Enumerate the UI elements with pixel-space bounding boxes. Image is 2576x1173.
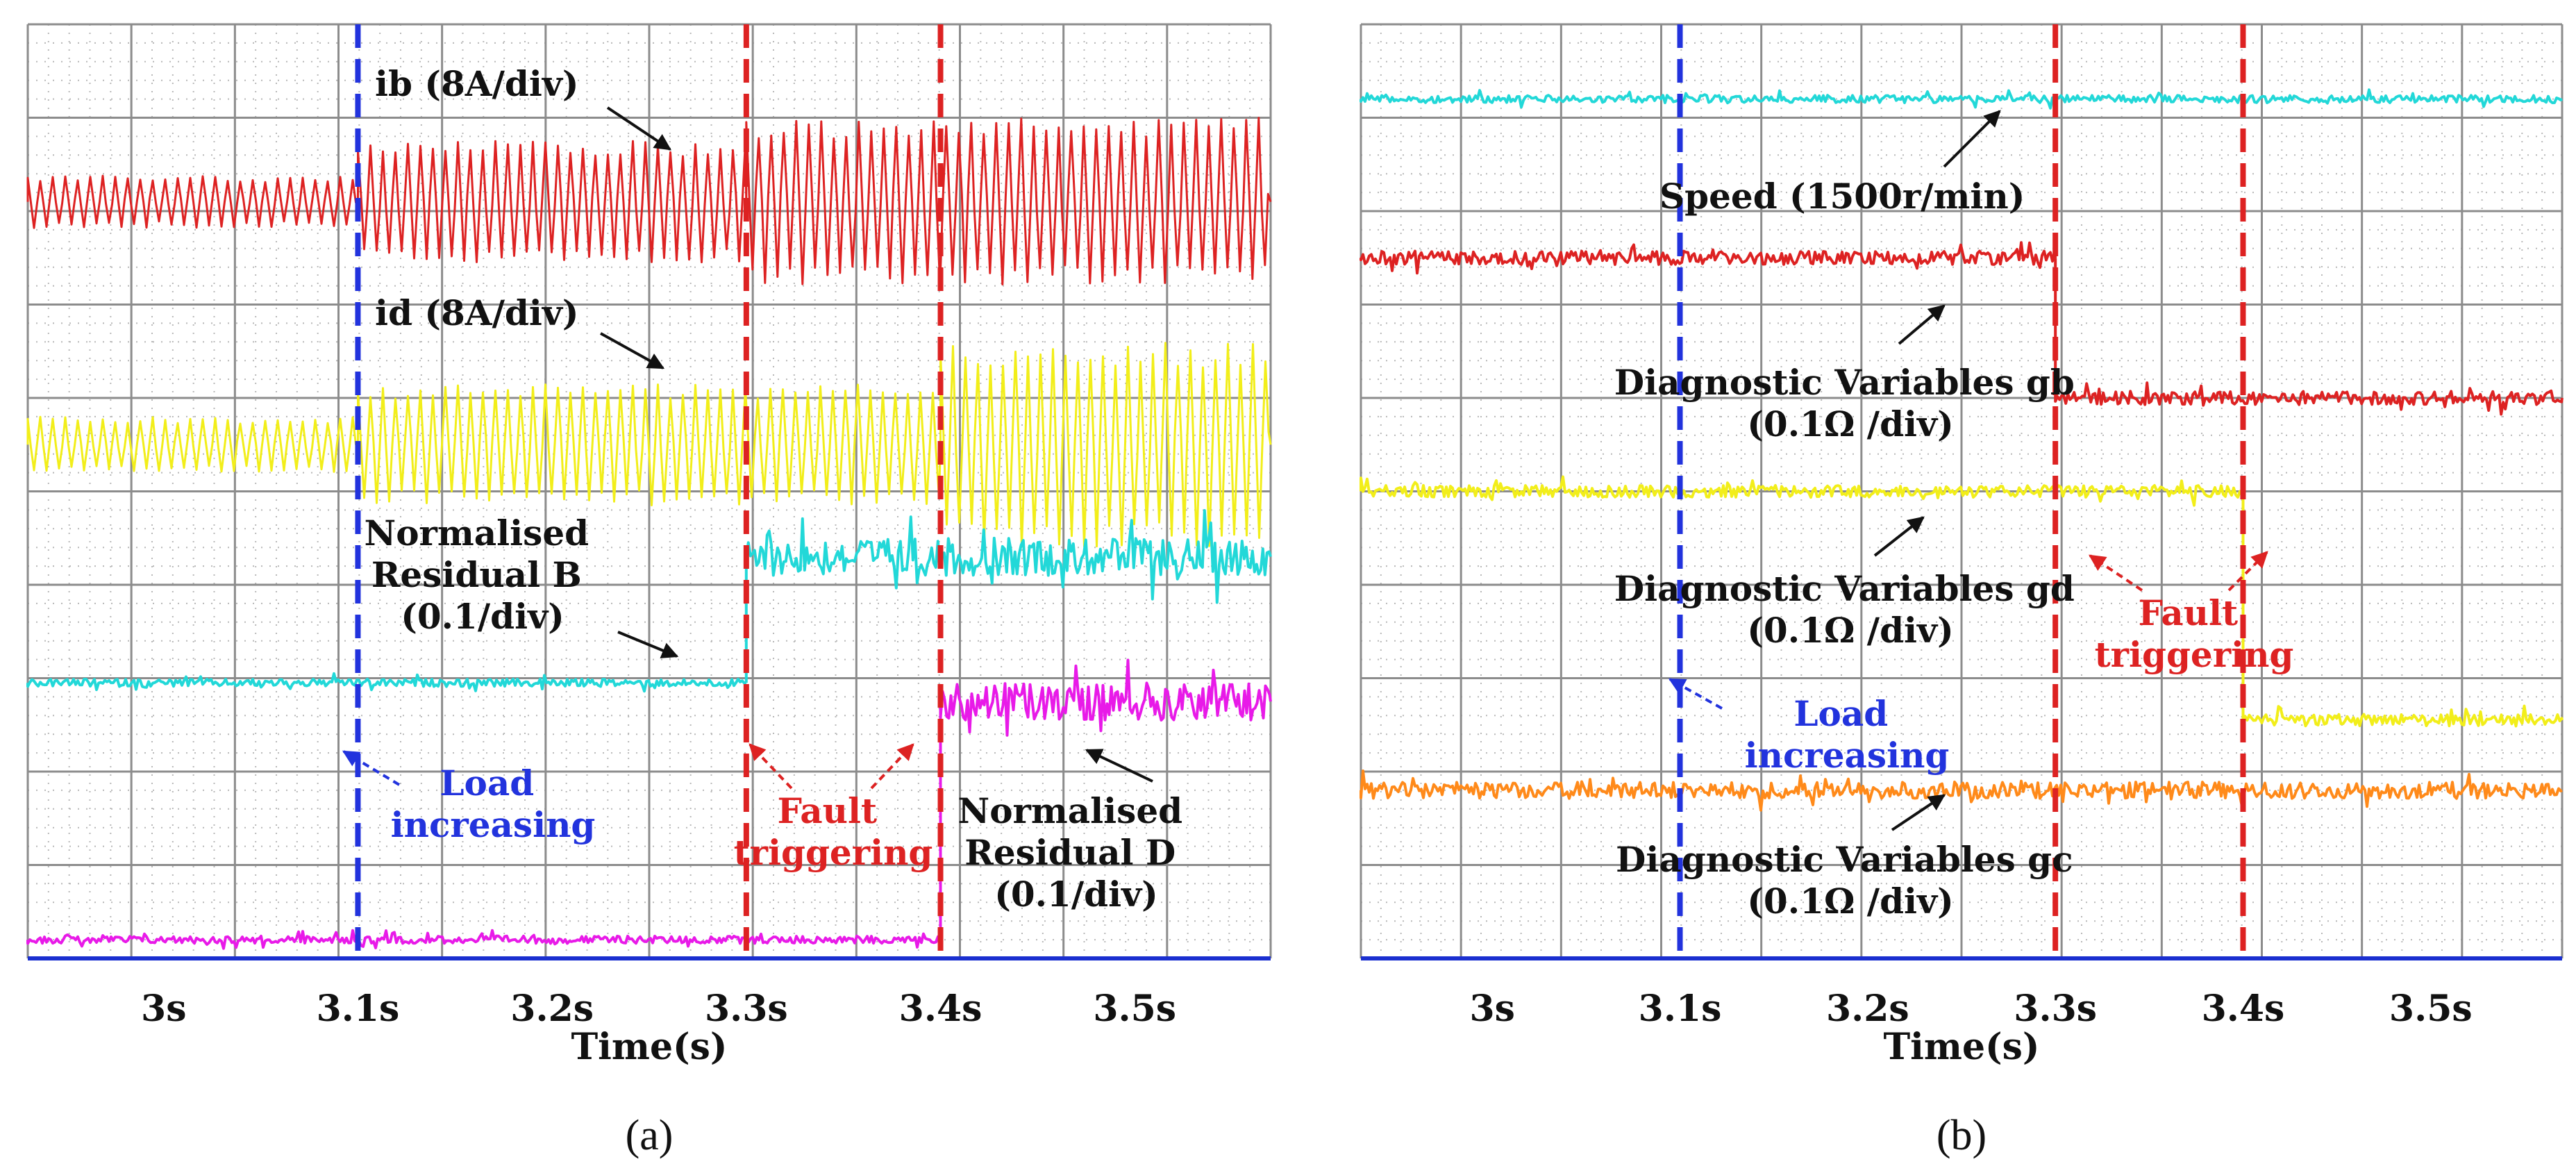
x-tick-label: 3.2s	[1826, 988, 1909, 1030]
load-line-2-b: increasing	[1745, 735, 1950, 776]
gc-line-2: (0.1Ω /div)	[1747, 881, 1954, 922]
x-tick-label: 3.4s	[2202, 988, 2285, 1030]
residual-b-line-2: Residual B	[371, 554, 582, 595]
panel-a-tick-labels: 3s 3.1s 3.2s 3.3s 3.4s 3.5s	[141, 988, 1176, 1030]
residual-d-line-1: Normalised	[957, 790, 1182, 831]
gd-line-1: Diagnostic Variables gd	[1614, 568, 2075, 609]
label-fault-triggering-b: Fault triggering	[2095, 592, 2294, 675]
arrow-ib	[606, 106, 671, 151]
panel-a-arrows	[342, 106, 1153, 790]
panel-a: 3s 3.1s 3.2s 3.3s 3.4s 3.5s ib (8A/div) id (8A…	[26, 23, 1272, 1159]
label-fault-triggering-a: Fault triggering	[734, 790, 933, 873]
arrow-residual-b	[617, 631, 679, 658]
x-tick-label: 3.1s	[1639, 988, 1722, 1030]
arrow-fault-a-left	[748, 743, 793, 790]
load-line-1-a: Load	[440, 763, 534, 804]
arrow-residual-d	[1085, 749, 1153, 783]
arrow-speed	[1943, 110, 2001, 168]
label-residual-d: Normalised Residual D (0.1/div)	[957, 790, 1194, 915]
label-gb: Diagnostic Variables gb (0.1Ω /div)	[1614, 362, 2087, 444]
fault-line-1-b: Fault	[2138, 592, 2238, 633]
x-tick-label: 3s	[141, 988, 186, 1030]
series-id	[26, 342, 1272, 548]
gb-line-2: (0.1Ω /div)	[1747, 404, 1954, 444]
panel-b: 3s 3.1s 3.2s 3.3s 3.4s 3.5s Speed (1500r/min)…	[1360, 23, 2564, 1159]
xlabel-a: Time(s)	[571, 1026, 727, 1068]
gc-line-1: Diagnostic Variables gc	[1616, 839, 2073, 880]
x-tick-label: 3.2s	[510, 988, 594, 1030]
series-gc	[1360, 769, 2563, 812]
panel-b-event-lines	[1677, 24, 2246, 958]
arrow-fault-b-left	[2089, 554, 2143, 592]
residual-b-line-3: (0.1/div)	[401, 596, 564, 637]
caption-a: (a)	[626, 1112, 674, 1159]
fault-line-2-a: triggering	[734, 832, 933, 873]
load-line-1-b: Load	[1793, 693, 1888, 734]
arrow-load-b	[1668, 678, 1723, 710]
x-tick-label: 3.3s	[705, 988, 788, 1030]
label-load-increasing-b: Load increasing	[1745, 693, 1950, 776]
arrow-fault-a-right	[870, 743, 914, 790]
label-load-increasing-a: Load increasing	[391, 763, 596, 845]
series-ib	[26, 117, 1272, 286]
panel-b-arrows	[1668, 110, 2268, 831]
label-id: id (8A/div)	[375, 292, 579, 333]
arrow-id	[600, 332, 665, 369]
arrow-gc	[1891, 794, 1946, 831]
arrow-load-a	[342, 750, 401, 786]
residual-d-line-3: (0.1/div)	[994, 874, 1158, 915]
xlabel-b: Time(s)	[1883, 1026, 2039, 1068]
label-ib: ib (8A/div)	[375, 63, 579, 104]
label-gd: Diagnostic Variables gd (0.1Ω /div)	[1614, 568, 2087, 651]
load-line-2-a: increasing	[391, 804, 596, 845]
label-speed: Speed (1500r/min)	[1659, 176, 2025, 217]
label-gc: Diagnostic Variables gc (0.1Ω /div)	[1616, 839, 2085, 922]
x-tick-label: 3.3s	[2014, 988, 2097, 1030]
caption-b: (b)	[1937, 1112, 1987, 1159]
label-residual-b: Normalised Residual B (0.1/div)	[364, 513, 601, 637]
fault-line-1-a: Fault	[777, 790, 877, 831]
arrow-gb	[1898, 304, 1946, 345]
gb-line-1: Diagnostic Variables gb	[1614, 362, 2075, 403]
residual-b-line-1: Normalised	[364, 513, 589, 554]
residual-d-line-2: Residual D	[964, 832, 1176, 873]
fault-line-2-b: triggering	[2095, 634, 2294, 675]
x-tick-label: 3.4s	[899, 988, 982, 1030]
x-tick-label: 3.5s	[2389, 988, 2473, 1030]
x-tick-label: 3.5s	[1093, 988, 1176, 1030]
arrow-gd	[1873, 516, 1925, 557]
x-tick-label: 3.1s	[317, 988, 400, 1030]
x-tick-label: 3s	[1469, 988, 1514, 1030]
panel-b-tick-labels: 3s 3.1s 3.2s 3.3s 3.4s 3.5s	[1469, 988, 2472, 1030]
gd-line-2: (0.1Ω /div)	[1747, 610, 1954, 651]
series-speed	[1360, 88, 2564, 110]
panel-a-event-lines	[355, 24, 944, 958]
arrow-fault-b-right	[2227, 551, 2268, 592]
